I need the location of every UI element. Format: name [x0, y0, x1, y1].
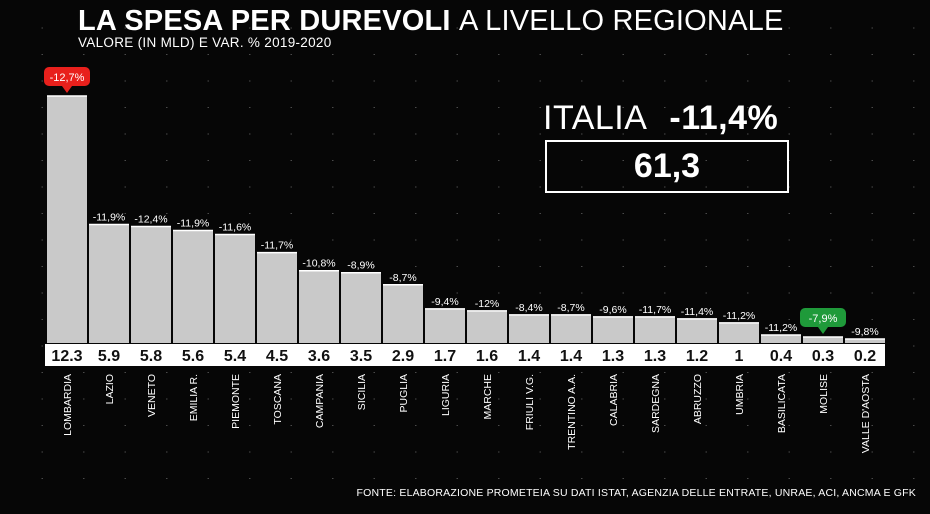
bar: [677, 318, 717, 343]
category-label: EMILIA R.: [188, 374, 200, 421]
value-label: 3.6: [308, 348, 330, 365]
change-label: -11,7%: [261, 240, 294, 252]
value-label: 5.6: [182, 348, 204, 365]
title-light: A LIVELLO REGIONALE: [458, 5, 784, 37]
change-label: -9,6%: [599, 304, 626, 316]
value-label: 4.5: [266, 348, 288, 365]
change-label: -7,9%: [809, 313, 838, 325]
chart-subtitle: VALORE (IN MLD) E VAR. % 2019-2020: [78, 35, 332, 50]
value-label: 3.5: [350, 348, 372, 365]
value-label: 5.4: [224, 348, 246, 365]
change-label: -12,4%: [134, 214, 167, 226]
change-label: -10,8%: [302, 258, 335, 270]
bar: [173, 230, 213, 343]
bar: [341, 272, 381, 343]
bar: [467, 310, 507, 343]
change-label: -12%: [475, 298, 500, 310]
national-change: -11,4%: [669, 99, 779, 137]
value-label: 2.9: [392, 348, 414, 365]
chart-title: LA SPESA PER DUREVOLI A LIVELLO REGIONAL…: [78, 4, 784, 38]
change-label: -8,4%: [515, 302, 542, 314]
badge-pointer: [62, 86, 72, 93]
change-label: -11,4%: [681, 306, 714, 318]
category-label: BASILICATA: [776, 374, 788, 433]
bar: [215, 234, 255, 343]
bar: [425, 308, 465, 343]
change-label: -9,8%: [851, 326, 878, 338]
national-total-header: ITALIA -11,4%: [543, 98, 778, 138]
change-label: -11,6%: [219, 222, 252, 234]
change-label: -11,9%: [93, 212, 126, 224]
bar: [635, 316, 675, 343]
category-label: TOSCANA: [272, 374, 284, 425]
change-label: -11,7%: [639, 304, 672, 316]
change-label: -9,4%: [431, 296, 458, 308]
category-label: UMBRIA: [734, 374, 746, 415]
value-label: 5.8: [140, 348, 162, 365]
category-label: PIEMONTE: [230, 374, 242, 429]
category-labels: LOMBARDIA LAZIO VENETO EMILIA R. PIEMONTE TOS…: [62, 374, 872, 453]
bar: [299, 270, 339, 343]
title-bold: LA SPESA PER DUREVOLI: [78, 5, 451, 37]
value-label: 1.7: [434, 348, 456, 365]
change-label: -11,2%: [765, 322, 798, 334]
change-label: -8,7%: [389, 272, 416, 284]
change-badge: [44, 67, 90, 86]
change-badge: [800, 307, 846, 327]
value-label: 1.6: [476, 348, 498, 365]
value-label: 0.2: [854, 348, 876, 365]
change-label: -11,2%: [723, 310, 756, 322]
value-label: 12.3: [51, 348, 82, 365]
national-value: 61,3: [633, 147, 701, 185]
national-name: ITALIA: [543, 99, 648, 137]
bar: [509, 314, 549, 343]
value-label: 1.3: [602, 348, 624, 365]
category-label: FRIULI V.G.: [524, 374, 536, 430]
value-labels: 12.3 5.9 5.8 5.6 5.4 4.5 3.6 3.5 2.9 1.7 1.6 1.4 1.4…: [51, 348, 876, 365]
category-label: MARCHE: [482, 374, 494, 420]
value-label: 0.4: [770, 348, 792, 365]
change-label: -12,7%: [50, 72, 85, 84]
category-label: PUGLIA: [398, 374, 410, 413]
bar: [257, 252, 297, 343]
value-label: 1.4: [518, 348, 540, 365]
value-label: 1.3: [644, 348, 666, 365]
bar: [383, 284, 423, 343]
badge-pointer: [818, 326, 828, 334]
category-label: CALABRIA: [608, 374, 620, 426]
bar: [89, 224, 129, 343]
category-label: SICILIA: [356, 374, 368, 410]
bar: [719, 322, 759, 343]
bar: [551, 314, 591, 343]
category-label: SARDEGNA: [650, 374, 662, 433]
bar: [593, 316, 633, 343]
value-label: 1.4: [560, 348, 582, 365]
change-label: -8,7%: [557, 302, 584, 314]
change-label: -11,9%: [177, 218, 210, 230]
category-label: LOMBARDIA: [62, 374, 74, 436]
category-label: TRENTINO A.A.: [566, 374, 578, 450]
category-label: LIGURIA: [440, 374, 452, 416]
category-label: LAZIO: [104, 374, 116, 404]
national-value-box: 61,3: [545, 140, 789, 193]
change-label: -8,9%: [347, 260, 374, 272]
value-label: 1: [735, 348, 744, 365]
category-label: VENETO: [146, 374, 158, 417]
category-label: VALLE D'AOSTA: [860, 374, 872, 453]
bar: [803, 336, 843, 343]
value-label: 5.9: [98, 348, 120, 365]
bar: [845, 338, 885, 343]
value-strip: [45, 344, 885, 366]
value-label: 1.2: [686, 348, 708, 365]
category-label: CAMPANIA: [314, 374, 326, 428]
bar: [47, 96, 87, 343]
category-label: MOLISE: [818, 374, 830, 414]
bar: [131, 226, 171, 343]
bar: [761, 334, 801, 343]
category-label: ABRUZZO: [692, 374, 704, 424]
value-label: 0.3: [812, 348, 834, 365]
bars: -12,7% -11,9% -12,4% -11,9% -11,6% -11,7% -10,…: [44, 67, 885, 343]
source-note: FONTE: ELABORAZIONE PROMETEIA SU DATI IS…: [356, 487, 916, 499]
